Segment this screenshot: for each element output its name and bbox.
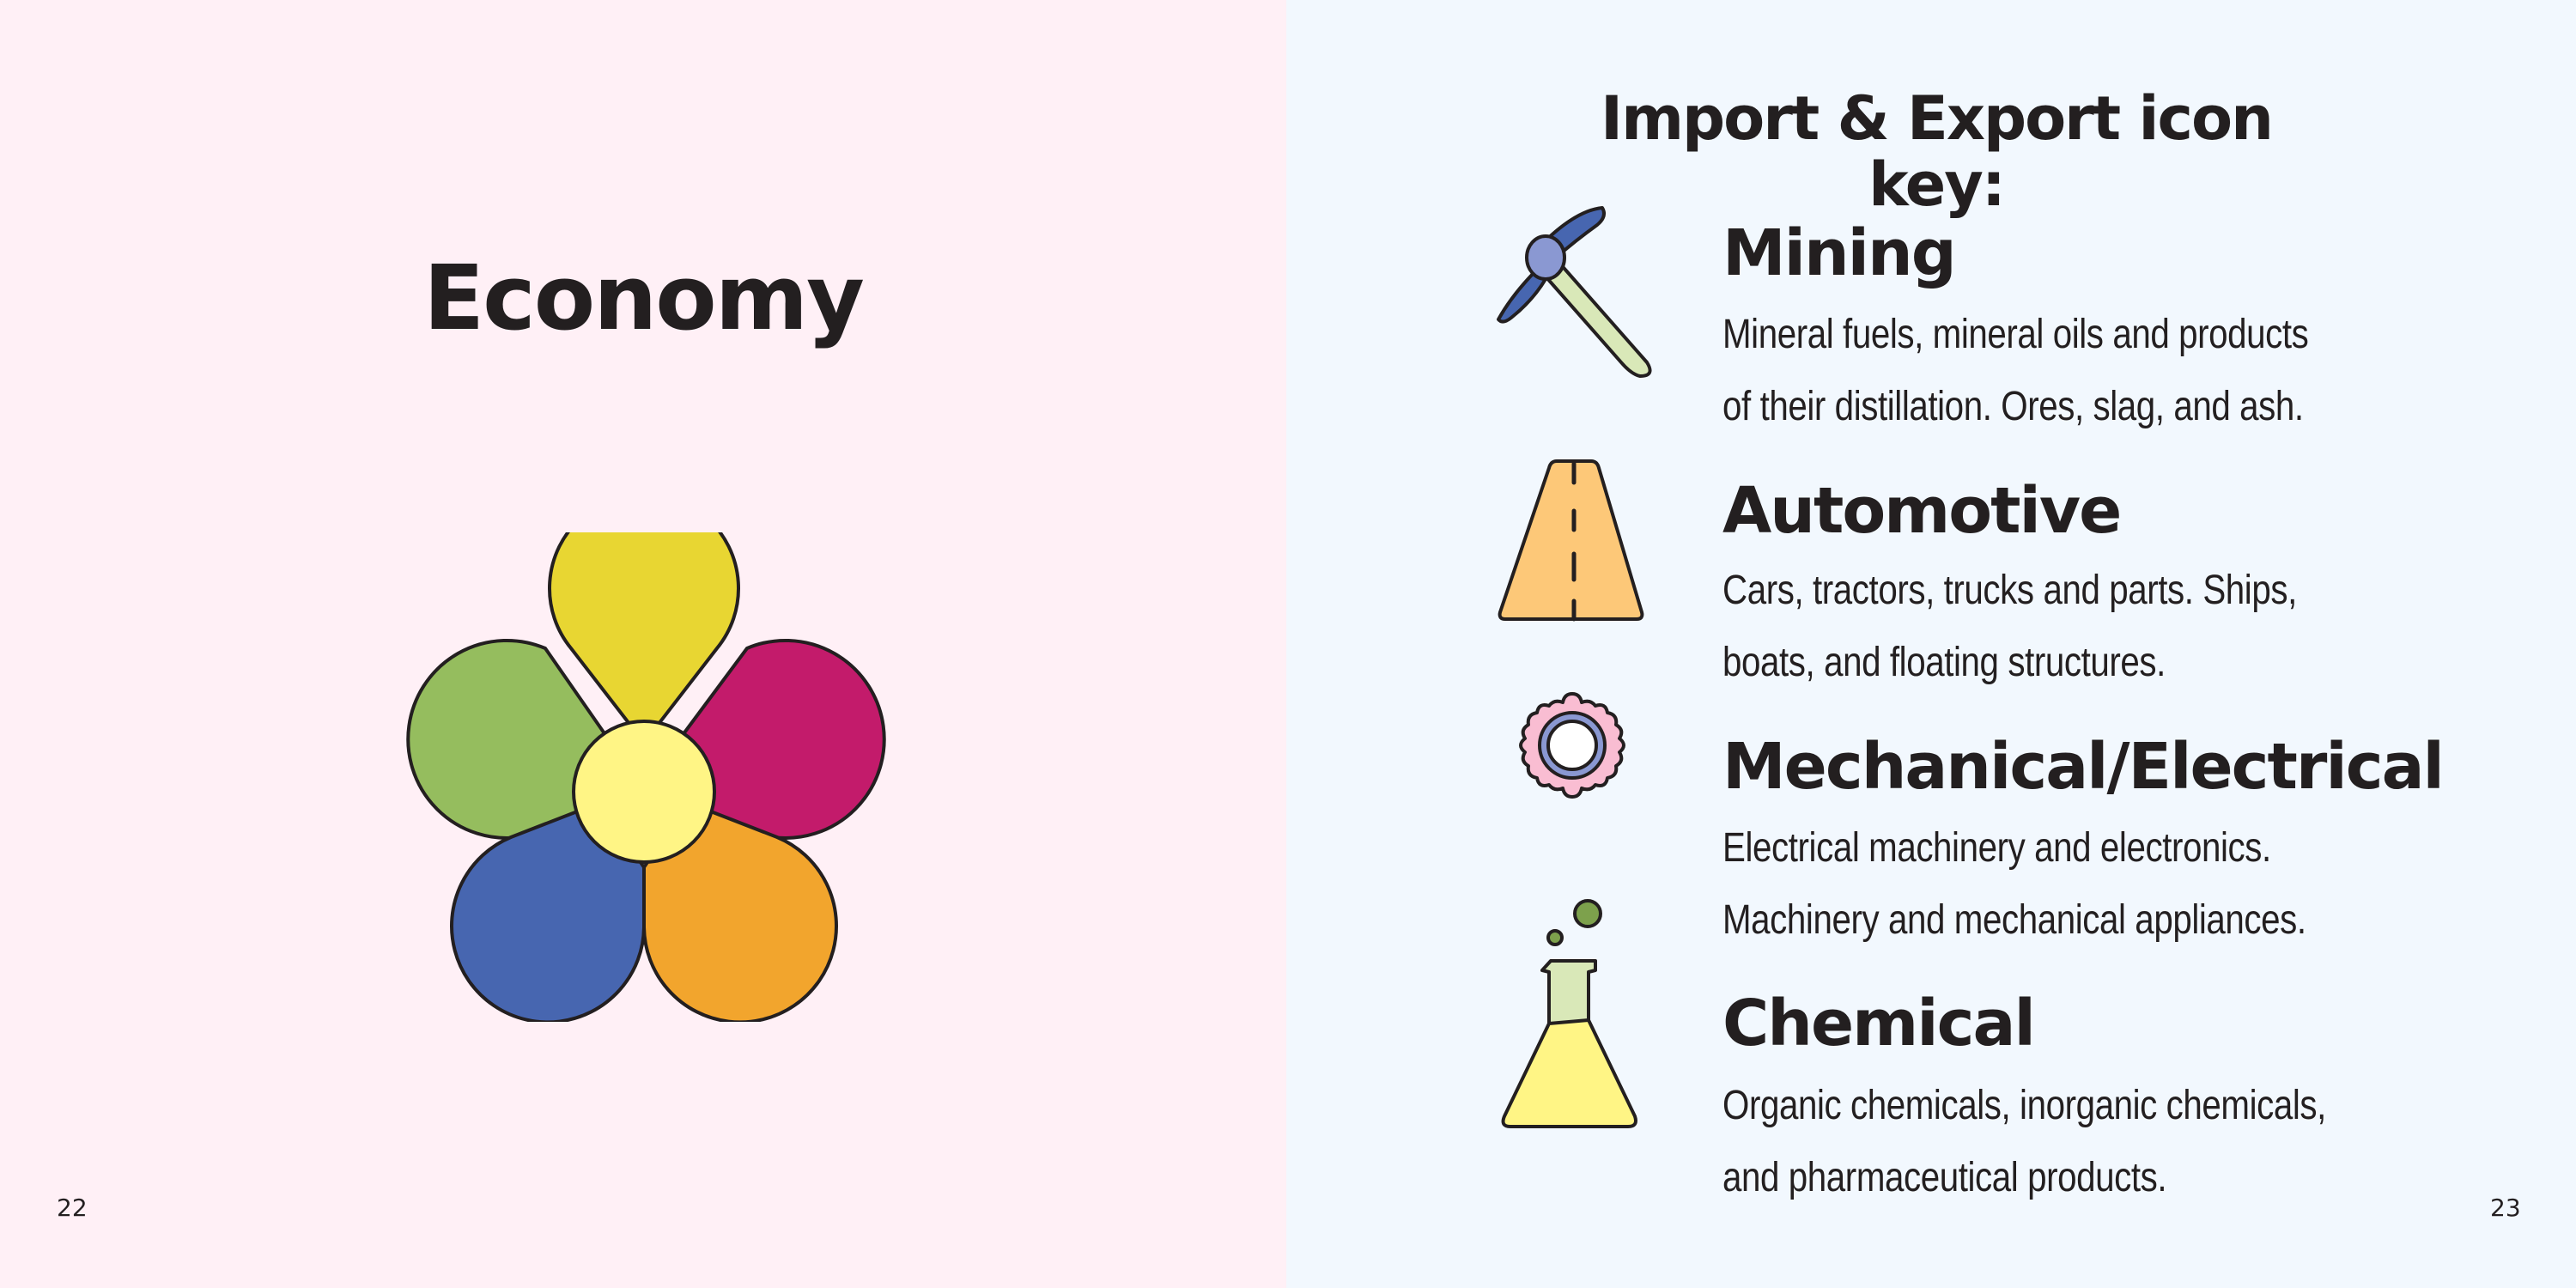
chemical-description: Organic chemicals, inorganic chemicals, … [1722,1083,2326,1200]
chemical-heading: Chemical [1722,987,2036,1060]
left-page: Economy 22 [0,0,1286,1288]
flower-petal-right [678,638,886,840]
key-item-mining: Mining Mineral fuels, mineral oils and p… [0,0,2309,429]
road-icon [1498,459,1644,622]
flower-petal-bottom-left [450,801,646,1022]
automotive-description: Cars, tractors, trucks and parts. Ships,… [1722,568,2297,685]
mechanical-electrical-heading: Mechanical/Electrical [1722,730,2445,804]
flower-illustration [406,532,886,1022]
key-item-automotive: Automotive Cars, tractors, trucks and pa… [0,0,2297,685]
mining-description: Mineral fuels, mineral oils and products… [1722,312,2309,429]
mechanical-electrical-description: Electrical machinery and electronics. Ma… [1722,825,2306,943]
flower-petal-top [548,532,740,744]
flower-petal-left [406,638,610,840]
icon-key-title: Import & Export icon key: [1601,83,2274,220]
automotive-heading: Automotive [1722,474,2122,548]
gear-icon [1519,692,1625,799]
key-item-mechanical-electrical: Mechanical/Electrical Electrical machine… [0,0,2445,943]
flower-center [572,720,716,864]
flower-petal-bottom-right [642,801,838,1022]
page-number-left: 22 [57,1194,88,1222]
page-number-right: 23 [2490,1194,2521,1222]
mining-heading: Mining [1722,216,1957,290]
key-item-chemical: Chemical Organic chemicals, inorganic ch… [0,0,2326,1200]
flask-icon [1501,899,1637,1128]
right-page: Import & Export icon key: Mining Mineral… [1286,0,2576,1288]
pickaxe-icon [1497,206,1652,378]
page-title: Economy [423,246,865,350]
